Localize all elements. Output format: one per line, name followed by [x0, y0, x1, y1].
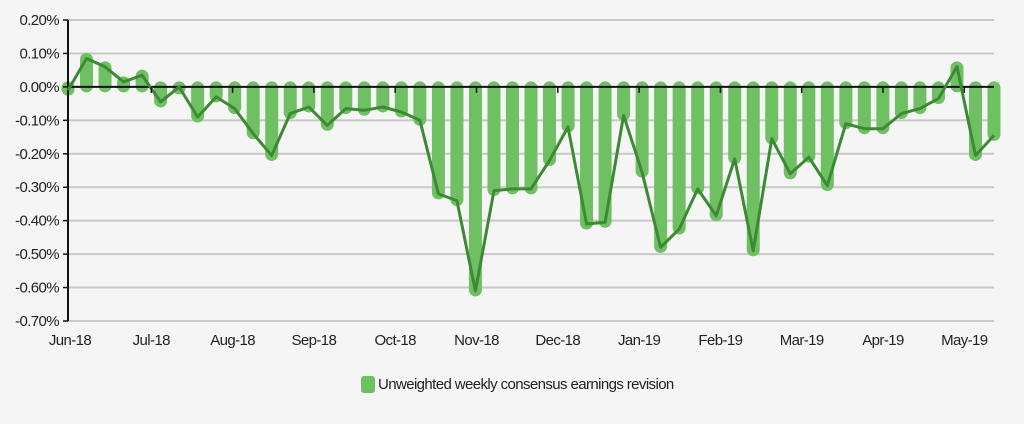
bar	[339, 81, 353, 115]
y-tick-label: -0.30%	[15, 179, 59, 196]
bar	[839, 81, 853, 130]
bar	[431, 81, 445, 200]
x-axis-ticks: Jun-18 Jul-18 Aug-18 Sep-18 Oct-18 Nov-18 Dec-…	[49, 86, 988, 349]
x-tick-label: May-19	[941, 332, 988, 349]
legend-label: Unweighted weekly consensus earnings rev…	[378, 376, 674, 393]
bar	[302, 81, 316, 113]
y-tick-label: -0.50%	[15, 246, 59, 263]
x-tick-label: Dec-18	[535, 332, 580, 349]
x-tick-label: Feb-19	[698, 332, 742, 349]
bar	[376, 81, 390, 113]
bar	[857, 81, 871, 135]
y-tick-label: -0.40%	[15, 213, 59, 230]
axes	[67, 20, 994, 321]
bar	[413, 81, 427, 126]
bar	[672, 81, 686, 235]
bar	[746, 81, 760, 257]
bar	[320, 81, 334, 131]
bar	[894, 81, 908, 120]
bar	[524, 81, 538, 195]
bar	[543, 81, 557, 166]
y-tick-label: -0.20%	[15, 146, 59, 163]
bar	[283, 81, 297, 120]
bar	[728, 81, 742, 165]
bar	[765, 81, 779, 145]
bar	[783, 81, 797, 180]
legend-swatch	[361, 376, 375, 393]
bar	[691, 81, 705, 195]
x-tick-label: Oct-18	[374, 332, 416, 349]
y-tick-label: -0.70%	[15, 313, 59, 330]
bar	[487, 81, 501, 197]
y-tick-label: -0.60%	[15, 280, 59, 297]
bar	[561, 81, 575, 133]
x-tick-label: Sep-18	[292, 332, 337, 349]
bar	[820, 81, 834, 192]
bar	[394, 81, 408, 118]
y-tick-label: 0.10%	[19, 45, 59, 62]
bar	[450, 81, 464, 207]
x-tick-label: Jan-19	[618, 332, 661, 349]
bars	[61, 52, 1001, 297]
line-overlay	[66, 57, 996, 293]
bar	[635, 81, 649, 178]
x-tick-label: Aug-18	[210, 332, 255, 349]
bar	[580, 81, 594, 230]
legend: Unweighted weekly consensus earnings rev…	[361, 376, 674, 393]
bar	[505, 81, 519, 195]
y-axis-ticks: 0.20% 0.10% 0.00% -0.10% -0.20% -0.30% -0.40% -…	[15, 12, 68, 330]
bar	[654, 81, 668, 253]
x-tick-label: Jun-18	[49, 332, 92, 349]
bar	[987, 81, 1001, 141]
bar	[802, 81, 816, 163]
y-tick-label: 0.20%	[19, 12, 59, 29]
bar	[357, 81, 371, 116]
bar	[876, 81, 890, 135]
series-line	[66, 57, 996, 293]
bar	[246, 81, 260, 140]
y-tick-label: 0.00%	[19, 79, 59, 96]
x-tick-label: Apr-19	[862, 332, 904, 349]
bar	[468, 81, 482, 297]
bar	[709, 81, 723, 222]
x-tick-label: Jul-18	[133, 332, 171, 349]
x-tick-label: Nov-18	[454, 332, 499, 349]
bar	[598, 81, 612, 228]
bar	[265, 81, 279, 161]
x-tick-label: Mar-19	[780, 332, 824, 349]
y-tick-label: -0.10%	[15, 112, 59, 129]
bar	[617, 81, 631, 121]
